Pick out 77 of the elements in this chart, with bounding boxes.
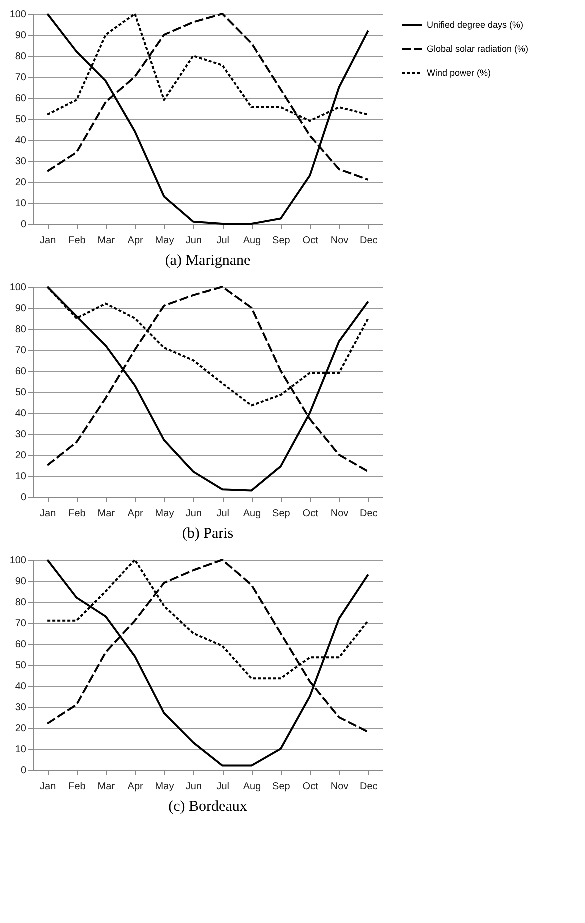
y-tick-label: 0 [20,766,27,776]
x-tick-label: Feb [68,508,86,520]
x-tick-label: Apr [128,508,144,520]
x-tick-label: Aug [243,508,262,520]
x-tick-label: Oct [302,782,319,792]
y-tick-label: 40 [15,408,27,420]
y-tick-label: 80 [15,52,27,62]
x-tick-label: Jun [186,236,202,246]
x-tick-label: May [155,236,174,246]
y-tick-label: 20 [15,724,27,734]
y-tick-label: 90 [15,304,27,314]
x-tick-label: Feb [68,236,86,246]
y-tick-label: 20 [15,450,27,462]
x-tick-label: Jan [40,236,56,246]
x-tick-label: May [155,508,174,520]
legend-label: Unified degree days (%) [427,20,524,30]
x-tick-label: Feb [68,782,86,792]
x-tick-label: Dec [360,236,378,246]
x-tick-label: Sep [272,508,291,520]
x-tick-label: Sep [272,782,291,792]
x-tick-label: Mar [98,782,116,792]
x-tick-label: Mar [98,236,116,246]
x-tick-label: Nov [330,782,349,792]
x-tick-label: Oct [302,508,319,520]
y-tick-label: 80 [15,324,27,336]
y-tick-label: 70 [15,618,27,630]
y-tick-label: 60 [15,640,27,650]
y-tick-label: 10 [15,472,27,482]
x-tick-label: Nov [330,236,349,246]
y-tick-label: 60 [15,366,27,378]
y-tick-label: 70 [15,72,27,84]
x-tick-label: Jun [186,508,202,520]
y-tick-label: 60 [15,94,27,104]
x-tick-label: Jul [216,782,230,792]
y-tick-label: 50 [15,114,27,126]
y-tick-label: 10 [15,198,27,210]
legend-label: Global solar radiation (%) [427,44,529,54]
y-tick-label: 100 [10,282,27,294]
y-tick-label: 30 [15,702,27,714]
x-tick-label: Aug [243,782,262,792]
y-tick-label: 90 [15,576,27,588]
x-tick-label: Jun [186,782,202,792]
y-tick-label: 0 [20,492,27,504]
y-tick-label: 100 [10,556,27,566]
x-tick-label: Apr [128,236,144,246]
x-tick-label: Sep [272,236,291,246]
x-tick-label: Nov [330,508,349,520]
y-tick-label: 50 [15,388,27,398]
x-tick-label: Dec [360,508,378,520]
x-tick-label: Aug [243,236,262,246]
y-tick-label: 80 [15,598,27,608]
x-tick-label: Oct [302,236,319,246]
x-tick-label: Dec [360,782,378,792]
line-series [46,559,370,767]
y-tick-label: 0 [20,220,27,230]
text: (c) Bordeaux [168,799,248,815]
x-tick-label: Jan [40,508,56,520]
legend-label: Wind power (%) [427,68,492,78]
x-tick-label: Jul [216,236,230,246]
x-tick-label: Jan [40,782,56,792]
x-tick-label: Apr [128,782,144,792]
text: (a) Marignane [165,253,252,269]
y-tick-label: 30 [15,156,27,168]
y-tick-label: 70 [15,346,27,356]
y-tick-label: 20 [15,178,27,188]
text: (b) Paris [182,526,234,542]
y-tick-label: 40 [15,682,27,692]
y-tick-label: 10 [15,744,27,756]
x-tick-label: Jul [216,508,230,520]
line-series [46,13,370,225]
y-tick-label: 50 [15,660,27,672]
y-tick-label: 90 [15,30,27,42]
x-tick-label: May [155,782,174,792]
y-tick-label: 40 [15,136,27,146]
x-tick-label: Mar [98,508,116,520]
y-tick-label: 30 [15,430,27,440]
y-tick-label: 100 [10,10,27,20]
